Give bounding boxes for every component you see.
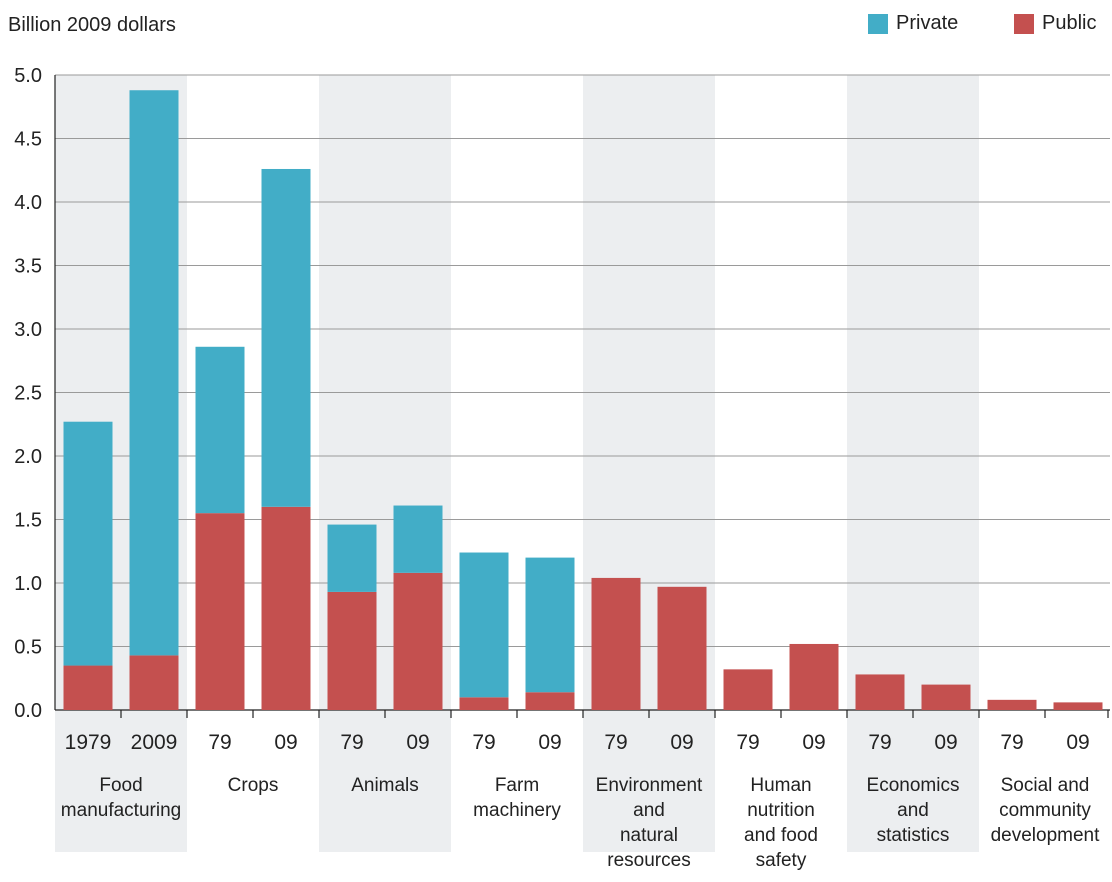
bar-public-3-79 [327, 591, 377, 710]
group-label-line: Food [99, 775, 142, 796]
x-tick-label: 09 [670, 731, 693, 754]
y-tick-label: 1.0 [14, 573, 42, 595]
group-label-line: Human [750, 775, 811, 796]
legend-private-swatch [868, 13, 888, 34]
legend-public-swatch [1014, 13, 1034, 34]
y-tick-label: 5.0 [14, 65, 42, 87]
group-label-line: Social and [1001, 775, 1090, 796]
y-tick-label: 0.0 [14, 700, 42, 722]
x-tick-label: 79 [1000, 731, 1023, 754]
bar-public-7-79 [855, 674, 905, 710]
bar-private-1-1979 [63, 421, 113, 666]
bar-public-7-09 [921, 684, 971, 710]
bar-public-6-79 [723, 669, 773, 710]
y-tick-label: 4.5 [14, 129, 42, 151]
bar-private-1-2009 [129, 90, 179, 656]
group-label-line: Farm [495, 775, 539, 796]
group-label-line: Environment [596, 775, 703, 796]
group-label-line: resources [607, 850, 690, 871]
y-tick-label: 2.5 [14, 383, 42, 405]
x-tick-label: 2009 [131, 731, 178, 754]
legend-private-label: Private [896, 12, 959, 34]
group-label-line: and [897, 800, 929, 821]
group-label-line: and food [744, 825, 818, 846]
x-tick-label: 09 [274, 731, 297, 754]
bar-private-2-09 [261, 168, 311, 507]
bar-private-3-79 [327, 524, 377, 592]
bar-private-3-09 [393, 505, 443, 573]
y-tick-label: 3.0 [14, 319, 42, 341]
group-label-line: nutrition [747, 800, 815, 821]
y-tick-label: 1.5 [14, 510, 42, 532]
x-tick-label: 09 [802, 731, 825, 754]
group-band-7 [847, 75, 979, 852]
bar-public-6-09 [789, 643, 839, 710]
x-tick-label: 09 [538, 731, 561, 754]
bar-private-2-79 [195, 346, 245, 514]
group-label-line: statistics [877, 825, 950, 846]
x-tick-label: 09 [1066, 731, 1089, 754]
legend-public-label: Public [1042, 12, 1097, 34]
group-label-line: development [991, 825, 1101, 846]
bar-private-4-09 [525, 557, 575, 693]
y-tick-label: 2.0 [14, 446, 42, 468]
group-label-line: Economics [867, 775, 960, 796]
legend-private: Private [868, 12, 958, 35]
x-tick-label: 79 [736, 731, 759, 754]
x-tick-label: 1979 [65, 731, 112, 754]
x-tick-label: 79 [472, 731, 495, 754]
bar-public-3-09 [393, 572, 443, 710]
group-label-line: natural [620, 825, 678, 846]
bar-public-1-1979 [63, 665, 113, 710]
x-tick-label: 79 [604, 731, 627, 754]
y-tick-label: 0.5 [14, 637, 42, 659]
y-tick-label: 4.0 [14, 192, 42, 214]
group-label-line: Crops [228, 775, 279, 796]
bar-public-5-79 [591, 577, 641, 710]
bar-private-4-79 [459, 552, 509, 698]
x-tick-label: 79 [208, 731, 231, 754]
x-tick-label: 09 [934, 731, 957, 754]
x-tick-label: 09 [406, 731, 429, 754]
bar-public-1-2009 [129, 655, 179, 710]
x-tick-label: 79 [340, 731, 363, 754]
group-label-line: manufacturing [61, 800, 181, 821]
bar-public-4-79 [459, 697, 509, 710]
group-band-5 [583, 75, 715, 852]
group-label-line: safety [756, 850, 807, 871]
bar-public-2-09 [261, 506, 311, 710]
bar-public-2-79 [195, 513, 245, 710]
bar-public-5-09 [657, 586, 707, 710]
group-band-3 [319, 75, 451, 852]
y-tick-label: 3.5 [14, 256, 42, 278]
group-label-line: machinery [473, 800, 561, 821]
x-tick-label: 79 [868, 731, 891, 754]
group-label-line: and [633, 800, 665, 821]
bar-public-8-09 [1053, 702, 1103, 710]
group-label-line: Animals [351, 775, 419, 796]
y-axis-title: Billion 2009 dollars [8, 14, 176, 36]
group-label-line: community [999, 800, 1091, 821]
legend-public: Public [1014, 12, 1096, 35]
bar-public-4-09 [525, 692, 575, 710]
bar-public-8-79 [987, 699, 1037, 710]
